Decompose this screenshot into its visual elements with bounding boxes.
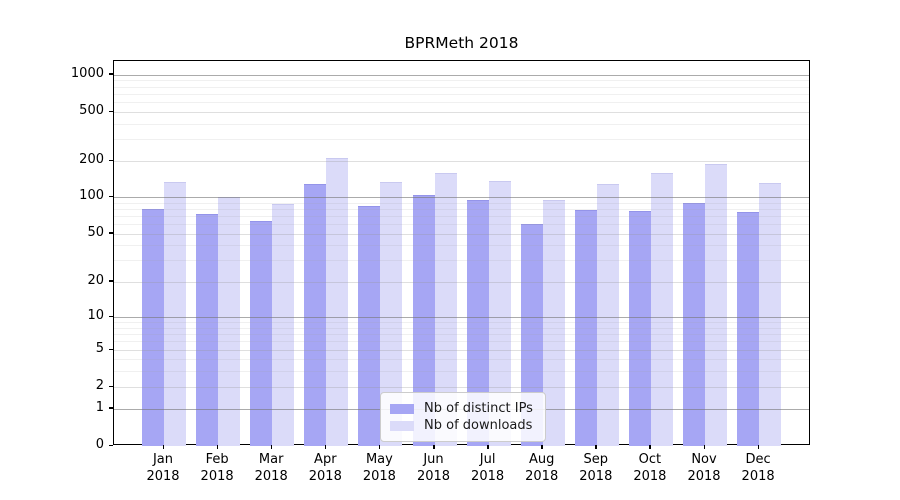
x-tick-label-jan: Jan 2018 [146,452,180,484]
bar-downloads-may [380,182,403,446]
y-tick-mark [109,280,113,282]
x-tick-mark [595,445,597,449]
x-tick-mark [324,445,327,449]
x-tick-mark [541,445,543,449]
legend-item-downloads: Nb of downloads [390,418,533,433]
y-tick-mark [109,195,113,197]
y-tick-mark [109,110,113,112]
x-tick-label-nov: Nov 2018 [687,452,721,484]
y-tick-mark [109,73,113,75]
plot-area: Nb of distinct IPs Nb of downloads [113,60,810,446]
legend: Nb of distinct IPs Nb of downloads [380,392,546,442]
legend-label-downloads: Nb of downloads [424,418,533,433]
bar-distinct-ips-jul [466,199,489,446]
y-tick-mark [109,348,113,350]
bar-downloads-mar [272,204,295,446]
y-tick-label: 500 [79,103,104,118]
y-tick-mark [109,232,113,234]
x-tick-mark [162,445,164,449]
bar-downloads-dec [759,182,782,446]
y-tick-label: 1000 [70,65,104,81]
y-tick-label: 1 [95,399,104,415]
x-tick-mark [270,445,273,449]
bar-downloads-oct [650,173,673,446]
legend-label-distinct-ips: Nb of distinct IPs [424,401,533,416]
bar-downloads-apr [326,158,349,446]
bar-downloads-feb [218,197,241,446]
bar-downloads-nov [705,163,727,446]
bar-distinct-ips-sep [574,210,597,446]
y-tick-mark [109,385,113,387]
bar-distinct-ips-may [358,206,381,446]
bar-downloads-aug [542,200,565,446]
x-tick-mark [757,445,760,449]
bar-distinct-ips-oct [628,210,651,446]
x-tick-label-may: May 2018 [362,452,396,484]
x-tick-mark [433,445,435,449]
bar-distinct-ips-dec [737,212,760,446]
y-tick-label: 5 [95,341,104,356]
bar-distinct-ips-apr [304,184,327,446]
bar-distinct-ips-jan [142,208,164,446]
bar-downloads-jul [488,180,511,446]
bar-downloads-jan [164,182,186,446]
x-tick-mark [649,445,651,449]
x-tick-label-oct: Oct 2018 [633,452,667,484]
x-tick-label-jul: Jul 2018 [471,452,505,484]
x-tick-label-dec: Dec 2018 [741,452,775,484]
legend-swatch-downloads [390,420,414,431]
y-tick-label: 2 [95,378,104,393]
y-tick-label: 10 [87,308,104,323]
y-tick-label: 50 [87,224,104,240]
bar-downloads-jun [434,172,457,446]
y-tick-label: 200 [79,152,104,167]
y-tick-mark [109,159,113,161]
bar-distinct-ips-aug [520,224,543,446]
chart-title: BPRMeth 2018 [404,34,519,52]
x-tick-label-mar: Mar 2018 [254,452,288,484]
bar-downloads-sep [596,184,619,446]
bars-layer [114,61,809,446]
x-tick-label-aug: Aug 2018 [525,452,559,484]
bar-distinct-ips-mar [250,220,273,446]
x-tick-mark [216,445,219,449]
x-tick-label-jun: Jun 2018 [416,452,451,484]
y-tick-label: 0 [95,437,104,452]
bar-distinct-ips-jun [412,194,435,446]
x-tick-label-apr: Apr 2018 [308,452,342,484]
y-tick-label: 20 [87,272,104,288]
y-tick-mark [109,407,113,409]
x-tick-mark [378,445,381,449]
y-tick-mark [109,444,113,446]
legend-swatch-distinct-ips [390,403,414,414]
bar-distinct-ips-nov [683,203,705,446]
x-tick-label-feb: Feb 2018 [200,452,234,484]
y-tick-label: 100 [79,188,104,203]
x-tick-label-sep: Sep 2018 [579,452,613,484]
y-tick-mark [109,315,113,317]
x-tick-mark [703,445,705,449]
x-tick-mark [487,445,489,449]
legend-item-distinct-ips: Nb of distinct IPs [390,401,533,416]
bar-distinct-ips-feb [196,214,219,446]
